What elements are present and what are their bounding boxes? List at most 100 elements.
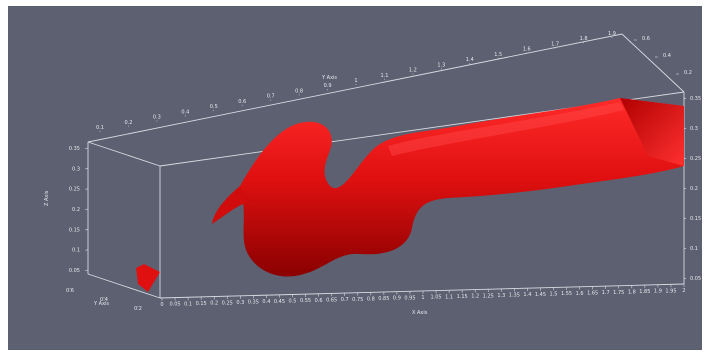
tick-label: 0.8: [367, 296, 375, 302]
tick-label: 1.05: [430, 295, 441, 301]
tick-label: 0.4: [262, 299, 270, 305]
tick-label: 1.95: [665, 288, 676, 294]
tick-label: 1.6: [523, 47, 531, 53]
tick-label: 1.7: [551, 41, 559, 47]
tick-label: 1.4: [466, 57, 474, 63]
tick-mark: [85, 249, 89, 251]
tick-label: 0.15: [690, 216, 701, 222]
tick-label: 0.5: [289, 299, 297, 305]
tick-label: 1.1: [380, 73, 388, 79]
tick-label: 0.2: [124, 120, 132, 126]
tick-label: 0.2: [134, 306, 142, 312]
tick-label: 1.85: [639, 289, 650, 295]
tick-label: 0.3: [690, 126, 698, 132]
vessel-open-end: [620, 98, 684, 166]
tick-label: 1.2: [409, 68, 417, 74]
tick-label: 0.7: [341, 297, 349, 303]
box-bottom-left-edge: [87, 273, 161, 299]
tick-label: 1.5: [494, 52, 502, 58]
3d-scene[interactable]: 0.050.10.150.20.250.30.35 0.350.30.250.2…: [8, 6, 702, 350]
tick-label: 1.7: [602, 290, 610, 296]
tick-label: 0.1: [184, 301, 192, 307]
tick-label: 0.25: [222, 300, 233, 306]
tick-mark: [683, 277, 687, 279]
tick-mark: [683, 247, 687, 249]
vessel-small-fragment: [136, 264, 160, 292]
x-axis-bottom-ticks: 0 0.05 0.1 0.15 0.2 0.25 0.3 0.35 0.4 0.45 0.5 0.55…: [160, 284, 686, 308]
tick-label: 1.9: [654, 289, 662, 295]
tick-label: 0.75: [352, 297, 363, 303]
tick-label: 1.8: [628, 289, 636, 295]
tick-label: 1.6: [576, 291, 584, 297]
tick-label: 0.3: [153, 115, 161, 121]
vessel-hook: [212, 186, 248, 224]
tick-label: 0.05: [69, 268, 80, 274]
tick-label: 0.6: [642, 36, 650, 42]
tick-label: 0.35: [690, 96, 701, 102]
vessel-body: [240, 98, 684, 277]
tick-label: 0.9: [393, 296, 401, 302]
tick-label: 0.4: [181, 109, 189, 115]
box-back-top-edge: [87, 33, 685, 143]
tick-mark: [683, 157, 687, 159]
tick-label: 1.25: [483, 293, 494, 299]
tick-label: 0.9: [324, 83, 332, 89]
tick-label: 0.5: [210, 104, 218, 110]
tick-mark: [85, 188, 89, 190]
tick-label: 0.1: [690, 246, 698, 252]
tick-label: 0.25: [690, 156, 701, 162]
tick-label: 1.3: [497, 293, 505, 299]
tick-label: 0.2: [210, 301, 218, 307]
tick-label: 0.05: [690, 276, 701, 282]
tick-label: 1.55: [561, 291, 572, 297]
tick-mark: [85, 269, 89, 271]
tick-label: 0.6: [66, 288, 74, 294]
y-axis-bottom-title: Y Axis: [93, 301, 109, 307]
red-vessel-surface[interactable]: [136, 98, 684, 292]
box-left-back-edge: [87, 141, 161, 167]
z-axis-title: Z Axis: [44, 190, 50, 206]
tick-mark: [683, 97, 687, 99]
tick-label: 1.3: [437, 62, 445, 68]
tick-label: 0.6: [315, 298, 323, 304]
tick-label: 0.4: [100, 297, 108, 303]
tick-label: 0.3: [236, 300, 244, 306]
tick-label: 0.2: [690, 186, 698, 192]
tick-label: 0.55: [300, 298, 311, 304]
tick-label: 0.95: [404, 295, 415, 301]
tick-label: 1.15: [457, 294, 468, 300]
3d-viewport[interactable]: 0.05 0.1 0.15 0.2 0.25 0.3 0.35 0.35 0.3 0.25 0.2…: [8, 6, 702, 350]
tick-label: 1.8: [580, 36, 588, 42]
tick-label: 0.35: [248, 300, 259, 306]
tick-label: 0.4: [663, 53, 671, 59]
tick-label: 1.5: [550, 292, 558, 298]
vessel-highlight: [388, 102, 624, 156]
tick-mark: [85, 168, 89, 170]
tick-mark: [683, 187, 687, 189]
tick-label: 1.2: [471, 294, 479, 300]
tick-label: 0.1: [72, 248, 80, 254]
y-axis-top-title: Y Axis: [321, 75, 337, 81]
tick-label: 1: [421, 295, 424, 301]
tick-label: 0.45: [274, 299, 285, 305]
tick-label: 0.3: [72, 166, 80, 172]
y-axis-top-ticks: 0.6 0.4 0.2: [634, 36, 692, 76]
tick-label: 0.8: [295, 88, 303, 94]
tick-label: 0.35: [69, 146, 80, 152]
x-axis-top-ticks: 0.1 0.2 0.3 0.4 0.5 0.6 0.7 0.8 0.9 1 1.1 1.2 1.3 1.4…: [96, 31, 616, 132]
tick-label: 0.7: [267, 94, 275, 100]
tick-mark: [683, 127, 687, 129]
tick-label: 0.65: [326, 297, 337, 303]
tick-label: 0.15: [69, 227, 80, 233]
tick-label: 0: [160, 302, 163, 308]
tick-label: 1.75: [613, 290, 624, 296]
tick-label: 0.25: [69, 187, 80, 193]
z-axis-left-ticks: 0.05 0.1 0.15 0.2 0.25 0.3 0.35: [69, 146, 89, 274]
tick-label: 0.15: [196, 301, 207, 307]
tick-label: 0.85: [378, 296, 389, 302]
y-axis-bottom-ticks: 0.6 0.4 0.2: [66, 288, 142, 312]
tick-label: 0.05: [169, 302, 180, 308]
tick-label: 0.2: [684, 70, 692, 76]
z-axis-right-ticks: 0.35 0.3 0.25 0.2 0.15 0.1 0.05: [683, 96, 701, 282]
tick-label: 1.65: [587, 290, 598, 296]
